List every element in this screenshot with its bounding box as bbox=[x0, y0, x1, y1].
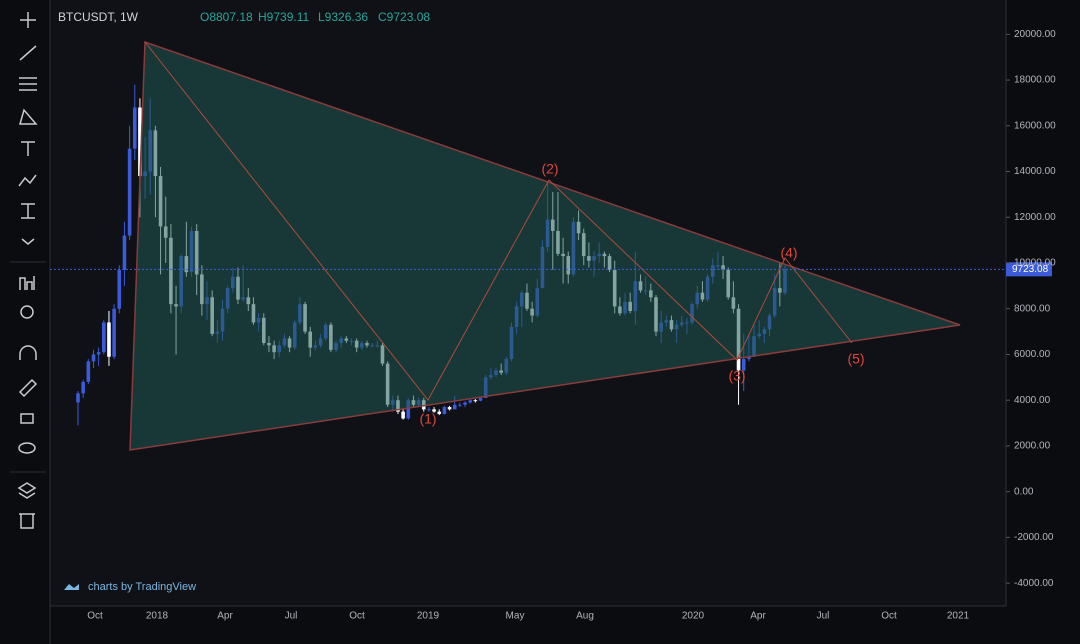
trendline-tool[interactable] bbox=[19, 45, 37, 61]
x-tick-label: May bbox=[506, 611, 525, 622]
candle-body bbox=[81, 381, 85, 394]
crosshair-tool[interactable] bbox=[20, 12, 36, 28]
candle-body bbox=[452, 404, 457, 410]
candle-body bbox=[478, 397, 483, 401]
wave-drawing bbox=[144, 41, 853, 401]
candle-body bbox=[432, 409, 436, 412]
y-tick-label: 14000.00 bbox=[1014, 166, 1056, 177]
more-tools[interactable] bbox=[21, 238, 35, 245]
last-price-label: 9723.08 bbox=[1012, 264, 1049, 275]
y-tick-label: -2000.00 bbox=[1014, 532, 1054, 543]
candle-body bbox=[117, 269, 122, 309]
candle-body bbox=[442, 407, 447, 414]
wave-label: (3) bbox=[728, 368, 745, 384]
x-tick-label: Aug bbox=[576, 611, 594, 622]
pattern-tool[interactable] bbox=[19, 108, 38, 125]
y-tick-label: -4000.00 bbox=[1014, 578, 1054, 589]
y-tick-label: 16000.00 bbox=[1014, 120, 1056, 131]
x-tick-label: Apr bbox=[750, 611, 766, 622]
layers-tool[interactable] bbox=[17, 482, 37, 499]
fib-tool[interactable] bbox=[19, 77, 37, 91]
candle-body bbox=[102, 322, 106, 353]
lock-tool[interactable] bbox=[20, 413, 34, 424]
y-tick-label: 4000.00 bbox=[1014, 395, 1051, 406]
candle-body bbox=[86, 361, 91, 382]
y-tick-label: 6000.00 bbox=[1014, 349, 1051, 360]
ohlc-label: O8807.18 bbox=[200, 10, 253, 24]
wave-label: (5) bbox=[847, 351, 864, 367]
candle-body bbox=[458, 404, 462, 406]
x-tick-label: Apr bbox=[217, 611, 233, 622]
candle-body bbox=[437, 411, 442, 414]
y-tick-label: 18000.00 bbox=[1014, 75, 1056, 86]
candle-body bbox=[107, 322, 111, 357]
candle-body bbox=[468, 400, 473, 403]
last-price-box bbox=[1006, 262, 1052, 277]
zoom-tool[interactable] bbox=[20, 305, 34, 319]
candle-body bbox=[741, 359, 746, 371]
ohlc-label: H9739.11 bbox=[258, 10, 309, 24]
candle-body bbox=[401, 411, 405, 419]
x-tick-label: Oct bbox=[87, 611, 103, 622]
y-tick-label: 2000.00 bbox=[1014, 441, 1051, 452]
x-tick-label: 2018 bbox=[146, 611, 169, 622]
y-tick-label: 8000.00 bbox=[1014, 303, 1051, 314]
ohlc-label: L9326.36 bbox=[318, 10, 368, 24]
candle-body bbox=[747, 356, 751, 360]
wave-label: (4) bbox=[780, 245, 797, 261]
trash-tool[interactable] bbox=[19, 513, 35, 529]
candle-body bbox=[463, 402, 467, 405]
y-tick-label: 10000.00 bbox=[1014, 258, 1056, 269]
candle-body bbox=[96, 352, 101, 355]
prediction-tool[interactable] bbox=[18, 174, 37, 187]
x-tick-label: Jul bbox=[285, 611, 298, 622]
x-tick-label: 2021 bbox=[947, 611, 970, 622]
candle-body bbox=[406, 400, 411, 419]
icons-tool[interactable] bbox=[19, 276, 35, 290]
y-tick-label: 20000.00 bbox=[1014, 29, 1056, 40]
x-tick-label: Oct bbox=[349, 611, 365, 622]
candle-body bbox=[112, 308, 116, 357]
y-tick-label: 0.00 bbox=[1014, 486, 1034, 497]
visibility-tool[interactable] bbox=[18, 442, 36, 454]
symbol: BTCUSDT, 1W bbox=[58, 10, 139, 24]
y-tick-label: 12000.00 bbox=[1014, 212, 1056, 223]
ohlc-label: C9723.08 bbox=[378, 10, 430, 24]
lock-drawing-tool[interactable] bbox=[18, 378, 38, 398]
labels: 9723.08 (1) (2) (3) (4) (5) bbox=[50, 161, 1052, 427]
x-tick-label: 2020 bbox=[682, 611, 705, 622]
x-tick-label: Oct bbox=[881, 611, 897, 622]
candle-body bbox=[447, 407, 452, 410]
measure-tool[interactable] bbox=[21, 203, 35, 219]
wave-label: (1) bbox=[419, 411, 436, 427]
candle-body bbox=[91, 354, 96, 362]
candle-body bbox=[127, 148, 132, 236]
toolbar bbox=[10, 12, 46, 529]
candle-body bbox=[427, 409, 431, 411]
candle-body bbox=[473, 400, 478, 402]
candle-body bbox=[132, 107, 137, 149]
x-tick-label: Jul bbox=[817, 611, 830, 622]
candle-body bbox=[122, 235, 127, 270]
watermark: charts by TradingView bbox=[88, 581, 196, 593]
magnet-tool[interactable] bbox=[19, 345, 37, 360]
x-tick-label: 2019 bbox=[417, 611, 440, 622]
candle-body bbox=[76, 393, 80, 403]
wave-label: (2) bbox=[541, 161, 558, 177]
text-tool[interactable] bbox=[21, 141, 35, 156]
watermark-logo bbox=[64, 584, 79, 590]
candle-body bbox=[138, 107, 142, 177]
